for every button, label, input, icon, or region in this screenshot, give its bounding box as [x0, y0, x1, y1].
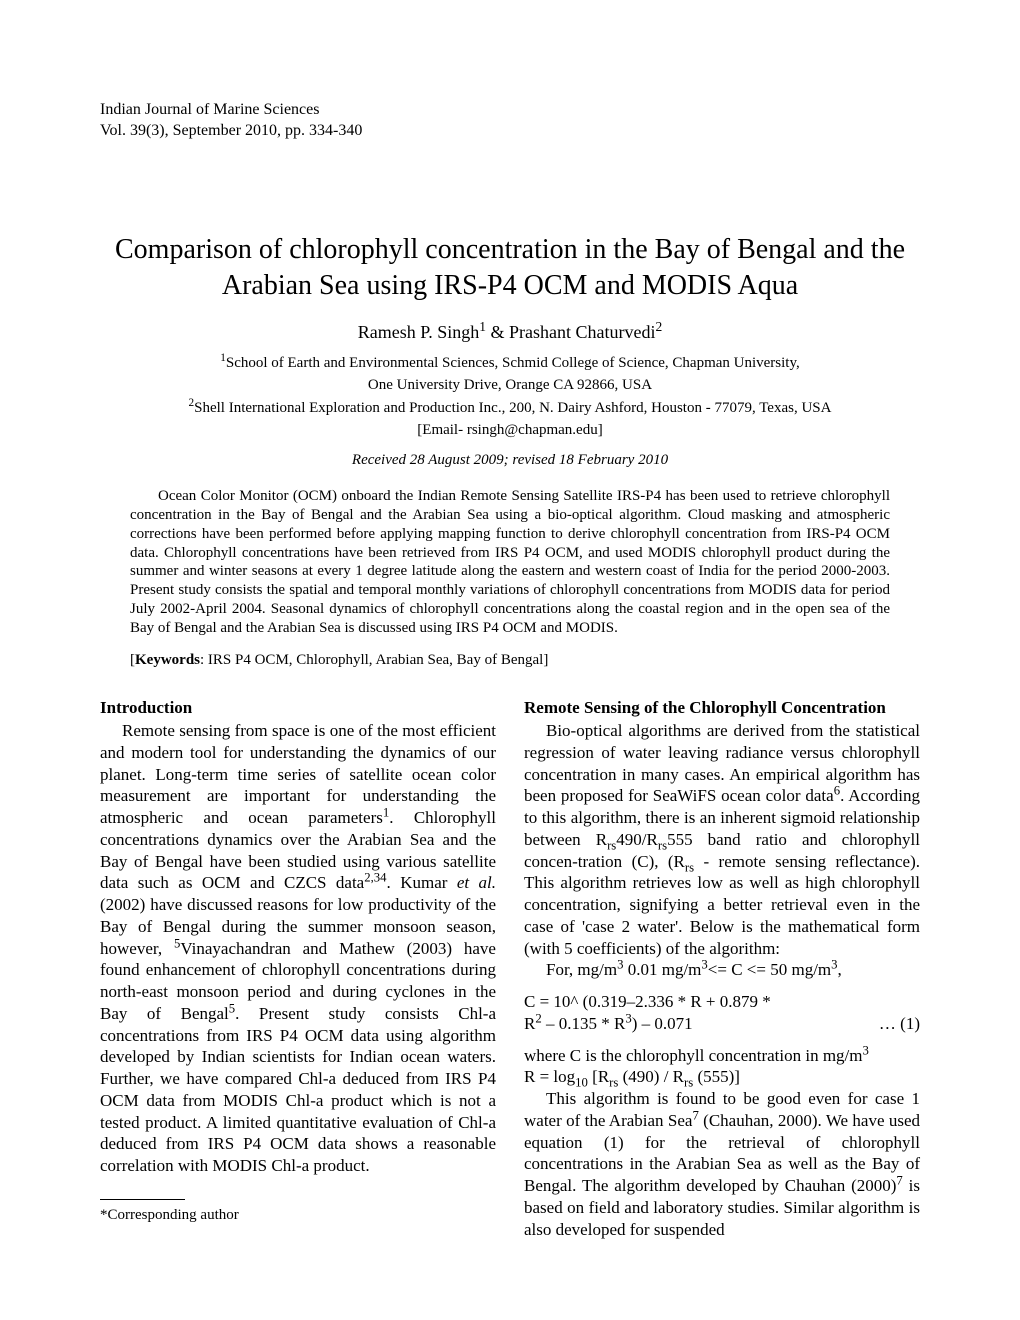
rs-para-4: R = log10 [Rrs (490) / Rrs (555)] [524, 1066, 920, 1088]
author-1: Ramesh P. Singh [358, 322, 480, 342]
authors: Ramesh P. Singh1 & Prashant Chaturvedi2 [100, 322, 920, 344]
eq1-number: … (1) [879, 1013, 920, 1035]
intro-heading: Introduction [100, 697, 496, 719]
affiliation-2: 2Shell International Exploration and Pro… [100, 399, 920, 419]
rs-para-2: For, mg/m3 0.01 mg/m3<= C <= 50 mg/m3, [524, 959, 920, 981]
keywords-line: [Keywords: IRS P4 OCM, Chlorophyll, Arab… [130, 651, 890, 669]
rs-para-1: Bio-optical algorithms are derived from … [524, 720, 920, 959]
affiliation-1: 1School of Earth and Environmental Scien… [100, 354, 920, 374]
aff1-line1: School of Earth and Environmental Scienc… [226, 355, 800, 371]
right-column: Remote Sensing of the Chlorophyll Concen… [524, 697, 920, 1240]
aff2-text: Shell International Exploration and Prod… [194, 400, 831, 416]
eq1-line1: C = 10^ (0.319–2.336 * R + 0.879 * [524, 991, 920, 1013]
keywords-label: Keywords [135, 652, 200, 668]
paper-title: Comparison of chlorophyll concentration … [100, 232, 920, 305]
affiliation-1-line2: One University Drive, Orange CA 92866, U… [100, 376, 920, 396]
intro-para: Remote sensing from space is one of the … [100, 720, 496, 1177]
remote-sensing-heading: Remote Sensing of the Chlorophyll Concen… [524, 697, 920, 719]
footnote-separator [100, 1199, 185, 1200]
rs-para-5: This algorithm is found to be good even … [524, 1088, 920, 1240]
journal-header: Indian Journal of Marine Sciences Vol. 3… [100, 100, 920, 142]
rs-para-3: where C is the chlorophyll concentration… [524, 1045, 920, 1067]
journal-citation: Vol. 39(3), September 2010, pp. 334-340 [100, 121, 920, 142]
footnote: *Corresponding author [100, 1206, 496, 1225]
journal-name: Indian Journal of Marine Sciences [100, 100, 920, 121]
abstract: Ocean Color Monitor (OCM) onboard the In… [130, 487, 890, 637]
received-line: Received 28 August 2009; revised 18 Febr… [100, 451, 920, 469]
keywords-text: : IRS P4 OCM, Chlorophyll, Arabian Sea, … [200, 652, 548, 668]
email: [Email- rsingh@chapman.edu] [100, 421, 920, 439]
left-column: Introduction Remote sensing from space i… [100, 697, 496, 1240]
columns: Introduction Remote sensing from space i… [100, 697, 920, 1240]
author-2-sup: 2 [656, 319, 663, 334]
equation-1: C = 10^ (0.319–2.336 * R + 0.879 * R2 – … [524, 991, 920, 1035]
author-1-sup: 1 [479, 319, 486, 334]
eq1-line2: R2 – 0.135 * R3) – 0.071 … (1) [524, 1013, 920, 1035]
author-amp: & Prashant Chaturvedi [486, 322, 655, 342]
